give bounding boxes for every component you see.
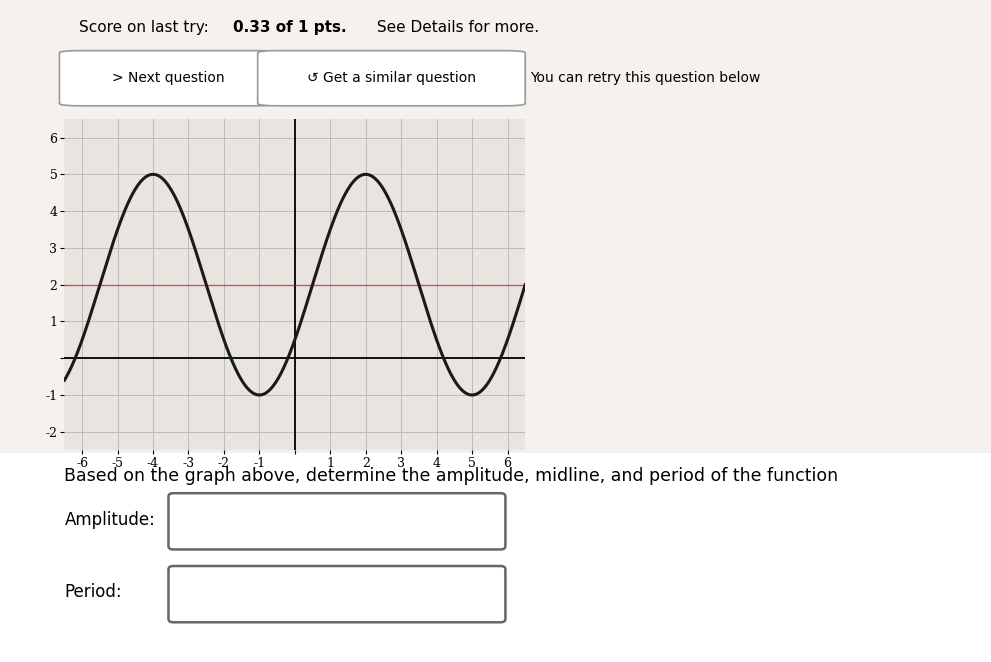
Text: Period:: Period: — [64, 583, 122, 602]
FancyBboxPatch shape — [59, 51, 277, 106]
Text: Amplitude:: Amplitude: — [64, 510, 156, 529]
Text: > Next question: > Next question — [112, 71, 225, 85]
Text: Based on the graph above, determine the amplitude, midline, and period of the fu: Based on the graph above, determine the … — [64, 467, 838, 485]
Text: Score on last try:: Score on last try: — [79, 21, 214, 35]
FancyBboxPatch shape — [258, 51, 525, 106]
Text: You can retry this question below: You can retry this question below — [530, 71, 760, 85]
Text: ↺ Get a similar question: ↺ Get a similar question — [307, 71, 476, 85]
Text: See Details for more.: See Details for more. — [372, 21, 539, 35]
Text: 0.33 of 1 pts.: 0.33 of 1 pts. — [233, 21, 347, 35]
